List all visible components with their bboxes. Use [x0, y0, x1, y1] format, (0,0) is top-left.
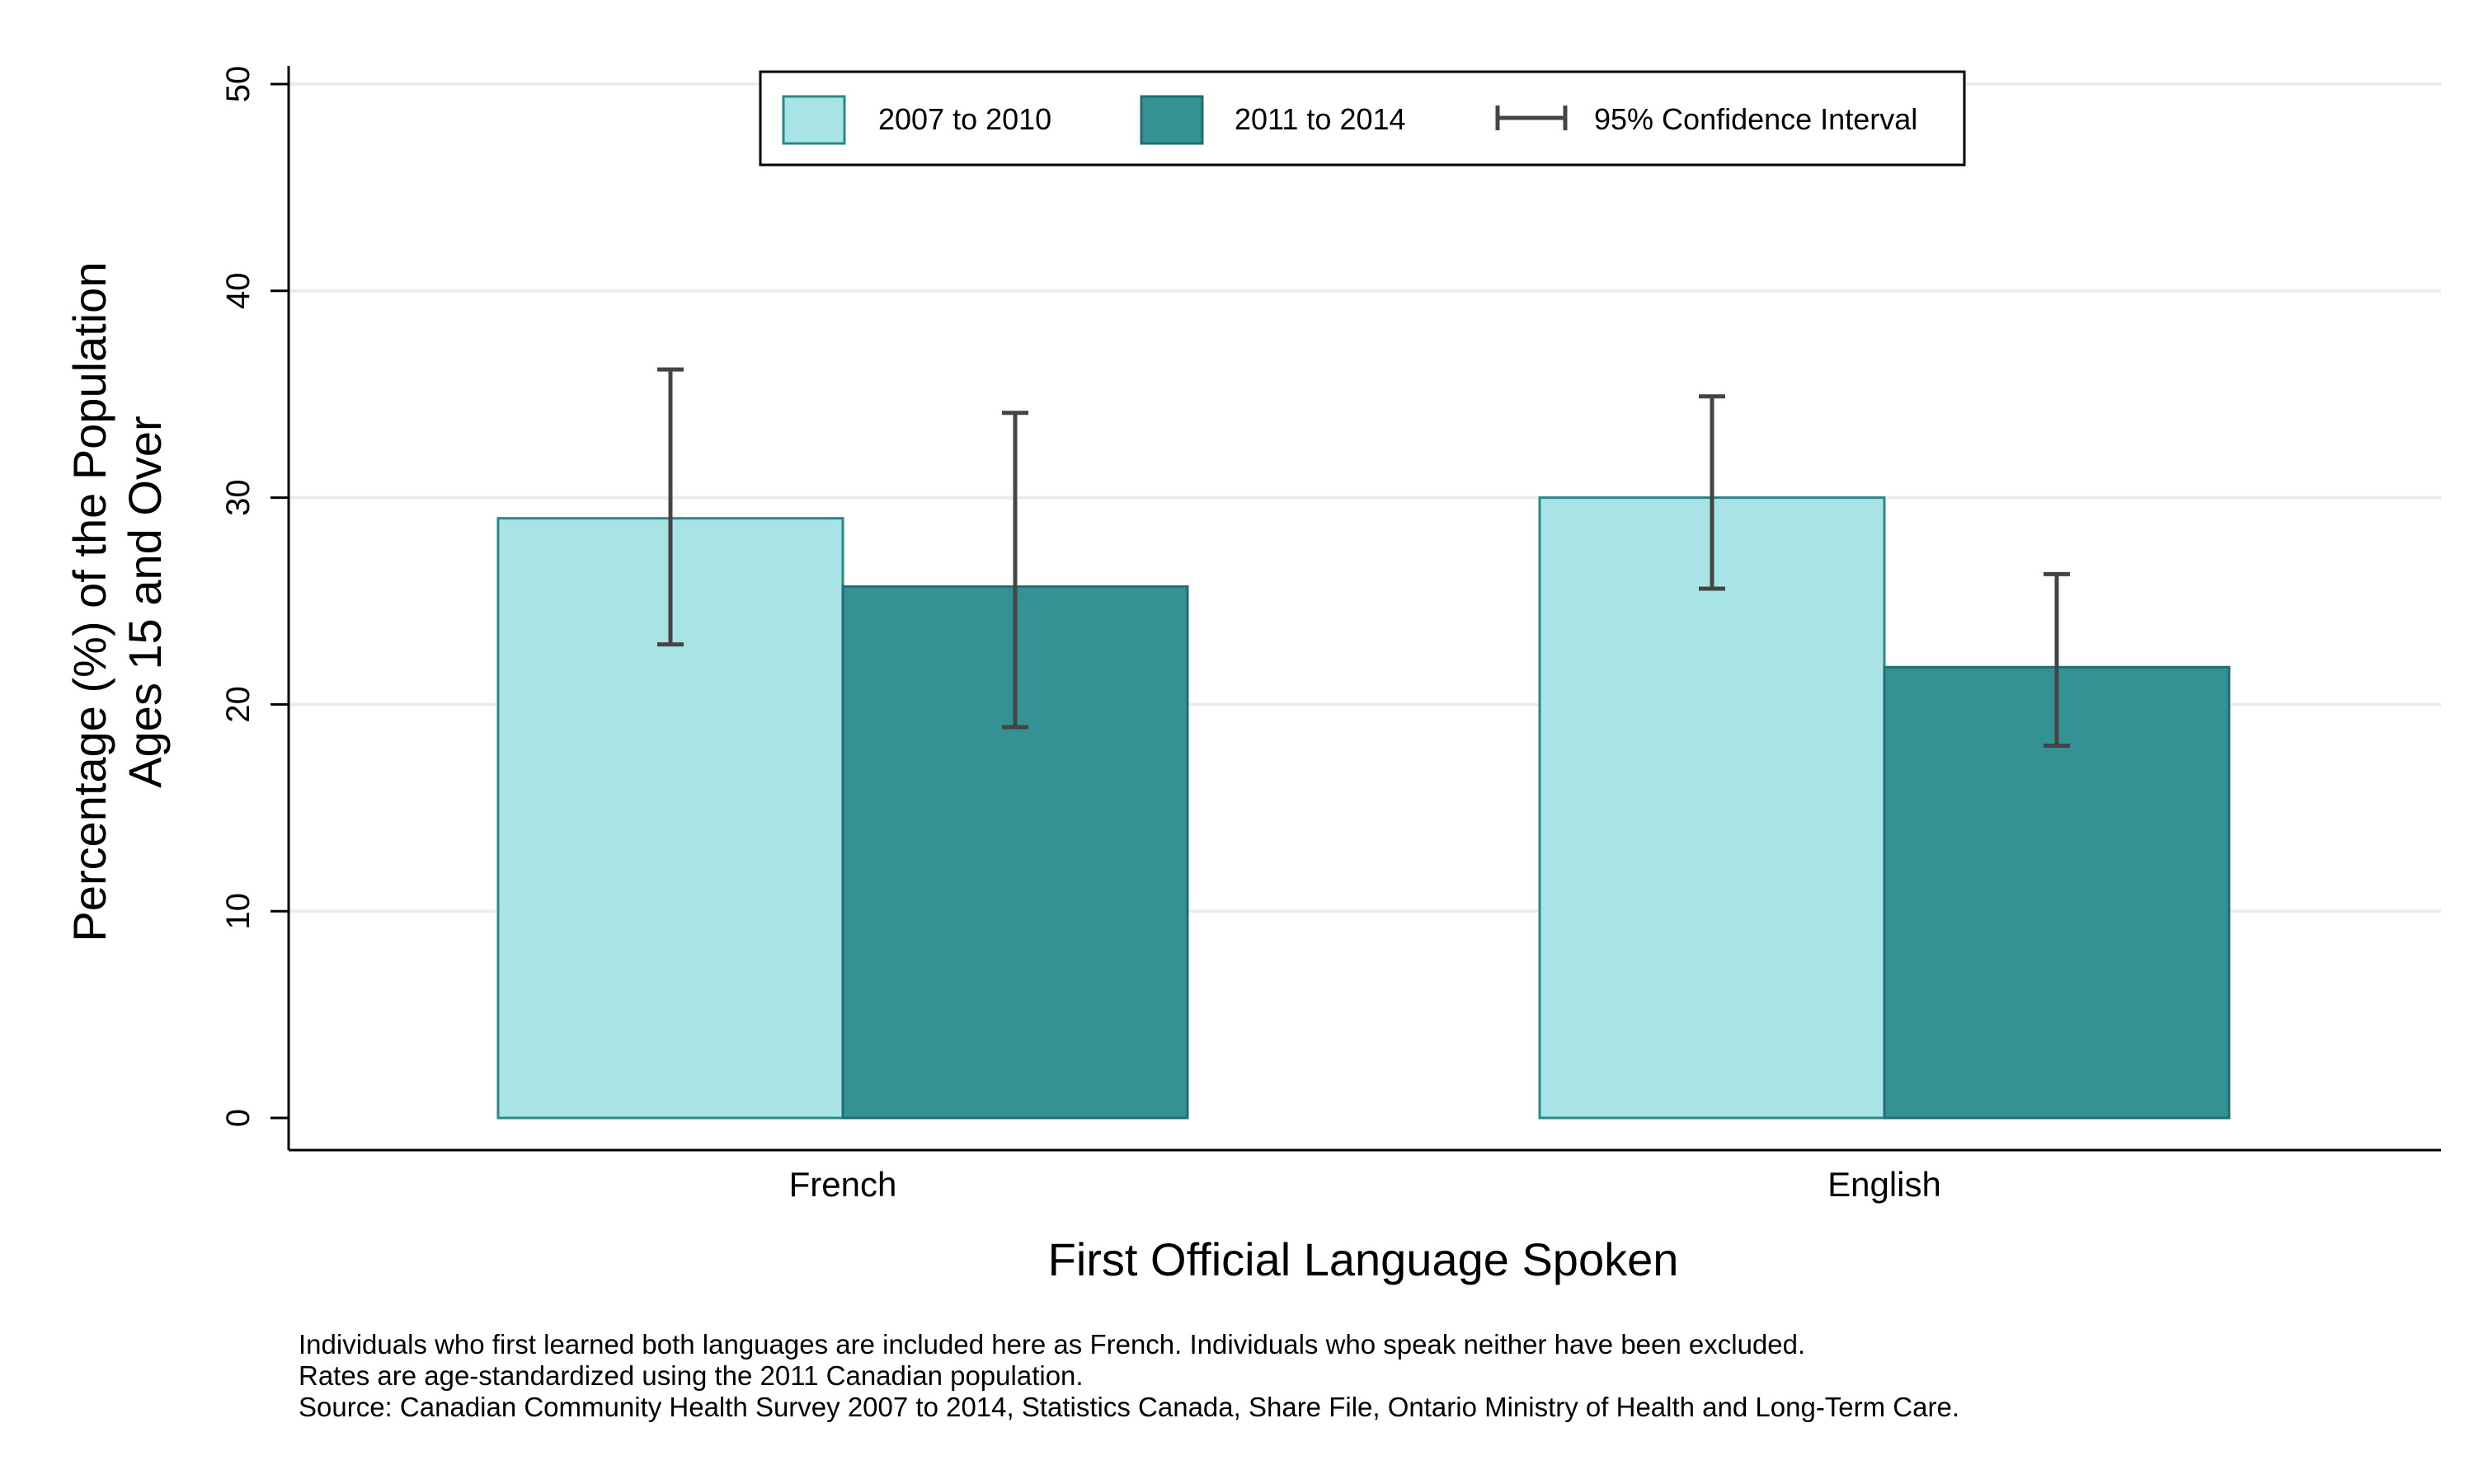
- error-bars: [657, 367, 2070, 749]
- footnote-line: Rates are age-standardized using the 201…: [299, 1360, 1084, 1391]
- y-tick-label: 50: [220, 66, 256, 103]
- bar: [1538, 496, 1886, 1120]
- y-axis: 0 10 20 30 40 50: [220, 66, 290, 1150]
- legend-label: 95% Confidence Interval: [1594, 102, 1917, 136]
- legend-label: 2011 to 2014: [1235, 102, 1406, 136]
- legend-label: 2007 to 2010: [878, 102, 1051, 136]
- x-tick-label: English: [1827, 1165, 1941, 1204]
- y-tick-label: 40: [220, 273, 256, 310]
- footnote-line: Individuals who first learned both langu…: [299, 1329, 1806, 1360]
- x-axis: French English: [289, 1148, 2441, 1204]
- legend-swatch: [782, 95, 846, 145]
- y-axis-title: Percentage (%) of the PopulationAges 15 …: [63, 262, 171, 942]
- footnote-line: Source: Canadian Community Health Survey…: [299, 1392, 1959, 1422]
- x-axis-title: First Official Language Spoken: [1048, 1233, 1679, 1285]
- legend-swatch: [1140, 95, 1204, 145]
- x-tick-label: French: [789, 1165, 897, 1204]
- y-tick-label: 0: [220, 1109, 256, 1127]
- y-tick-label: 30: [220, 479, 256, 516]
- y-axis-title-line: Ages 15 and Over: [119, 416, 171, 787]
- footnotes: Individuals who first learned both langu…: [299, 1329, 1959, 1423]
- legend-box: [759, 70, 1966, 167]
- y-tick-label: 10: [220, 893, 256, 930]
- bars: [496, 496, 2231, 1120]
- legend: 2007 to 2010 2011 to 2014 95% Confidence I…: [759, 70, 1966, 167]
- y-axis-title-line: Percentage (%) of the Population: [63, 262, 115, 942]
- y-tick-label: 20: [220, 686, 256, 723]
